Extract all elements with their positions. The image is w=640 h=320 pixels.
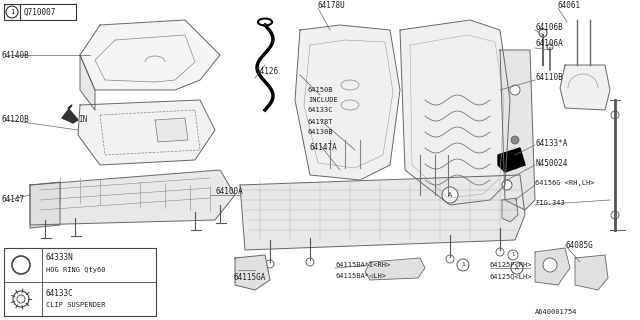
Text: 64133C: 64133C <box>308 107 333 113</box>
Polygon shape <box>155 118 188 142</box>
Circle shape <box>543 258 557 272</box>
Polygon shape <box>575 255 608 290</box>
Circle shape <box>446 255 454 263</box>
Circle shape <box>511 262 523 274</box>
Text: 64140B: 64140B <box>2 51 29 60</box>
Circle shape <box>510 85 520 95</box>
Text: 64100A: 64100A <box>215 188 243 196</box>
Polygon shape <box>30 182 60 228</box>
Text: 64106A: 64106A <box>535 39 563 49</box>
Circle shape <box>611 211 619 219</box>
Text: 64133C: 64133C <box>46 289 74 298</box>
Polygon shape <box>30 170 235 225</box>
Polygon shape <box>365 258 425 280</box>
Circle shape <box>508 250 518 260</box>
FancyBboxPatch shape <box>4 4 76 20</box>
Polygon shape <box>502 198 518 222</box>
Polygon shape <box>240 175 525 250</box>
Text: 64125Q<LH>: 64125Q<LH> <box>490 273 532 279</box>
Text: A: A <box>448 192 452 198</box>
Text: 64120B: 64120B <box>2 116 29 124</box>
Circle shape <box>547 44 553 50</box>
Text: 64150B: 64150B <box>308 87 333 93</box>
Text: 64147A: 64147A <box>310 143 338 153</box>
Polygon shape <box>62 105 78 123</box>
Text: A: A <box>515 266 519 270</box>
Circle shape <box>17 295 25 303</box>
Text: 64130B: 64130B <box>308 129 333 135</box>
Circle shape <box>539 29 547 37</box>
Text: 64085G: 64085G <box>565 241 593 250</box>
Text: 64115BA*◁LH>: 64115BA*◁LH> <box>335 273 386 279</box>
Text: CLIP SUSPENDER: CLIP SUSPENDER <box>46 302 106 308</box>
Polygon shape <box>400 20 510 205</box>
Text: 1: 1 <box>511 252 515 258</box>
Text: A640001754: A640001754 <box>535 309 577 315</box>
Circle shape <box>442 187 458 203</box>
Circle shape <box>511 161 519 169</box>
Text: 64133*A: 64133*A <box>535 139 568 148</box>
Circle shape <box>306 258 314 266</box>
Circle shape <box>496 248 504 256</box>
Text: 1: 1 <box>461 262 465 268</box>
Circle shape <box>13 291 29 307</box>
Polygon shape <box>500 50 535 210</box>
Text: FIG.343: FIG.343 <box>535 200 564 206</box>
Text: 64110B: 64110B <box>535 74 563 83</box>
Text: 1: 1 <box>10 9 14 15</box>
Polygon shape <box>535 248 570 285</box>
Circle shape <box>6 6 18 18</box>
Text: 64115GA: 64115GA <box>233 274 266 283</box>
Text: IN: IN <box>78 116 87 124</box>
Polygon shape <box>78 100 215 165</box>
Circle shape <box>611 111 619 119</box>
Polygon shape <box>80 20 220 90</box>
Text: 64061: 64061 <box>558 1 581 10</box>
Circle shape <box>457 259 469 271</box>
Text: 64125P<RH>: 64125P<RH> <box>490 262 532 268</box>
Circle shape <box>511 136 519 144</box>
Polygon shape <box>80 55 95 110</box>
Text: 64333N: 64333N <box>46 253 74 262</box>
Text: 64156G <RH,LH>: 64156G <RH,LH> <box>535 180 595 186</box>
Text: 64106B: 64106B <box>535 23 563 33</box>
Circle shape <box>502 180 512 190</box>
Text: INCLUDE: INCLUDE <box>308 97 338 103</box>
FancyBboxPatch shape <box>4 248 156 316</box>
Text: HOG RING Qty60: HOG RING Qty60 <box>46 267 106 273</box>
Text: 64115BA*I<RH>: 64115BA*I<RH> <box>335 262 390 268</box>
Circle shape <box>266 260 274 268</box>
Text: 64178T: 64178T <box>308 119 333 125</box>
Text: N450024: N450024 <box>535 158 568 167</box>
Circle shape <box>12 256 30 274</box>
Text: 64178U: 64178U <box>318 1 346 10</box>
Polygon shape <box>498 148 525 172</box>
Text: Q710007: Q710007 <box>24 7 56 17</box>
Polygon shape <box>235 255 270 290</box>
Text: 64147: 64147 <box>2 196 25 204</box>
Polygon shape <box>560 65 610 110</box>
Polygon shape <box>295 25 400 180</box>
Text: 64126: 64126 <box>255 68 278 76</box>
